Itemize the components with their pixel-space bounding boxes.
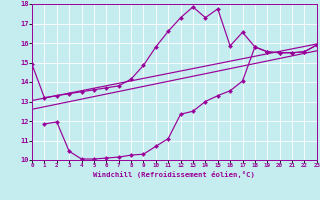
X-axis label: Windchill (Refroidissement éolien,°C): Windchill (Refroidissement éolien,°C) <box>93 171 255 178</box>
